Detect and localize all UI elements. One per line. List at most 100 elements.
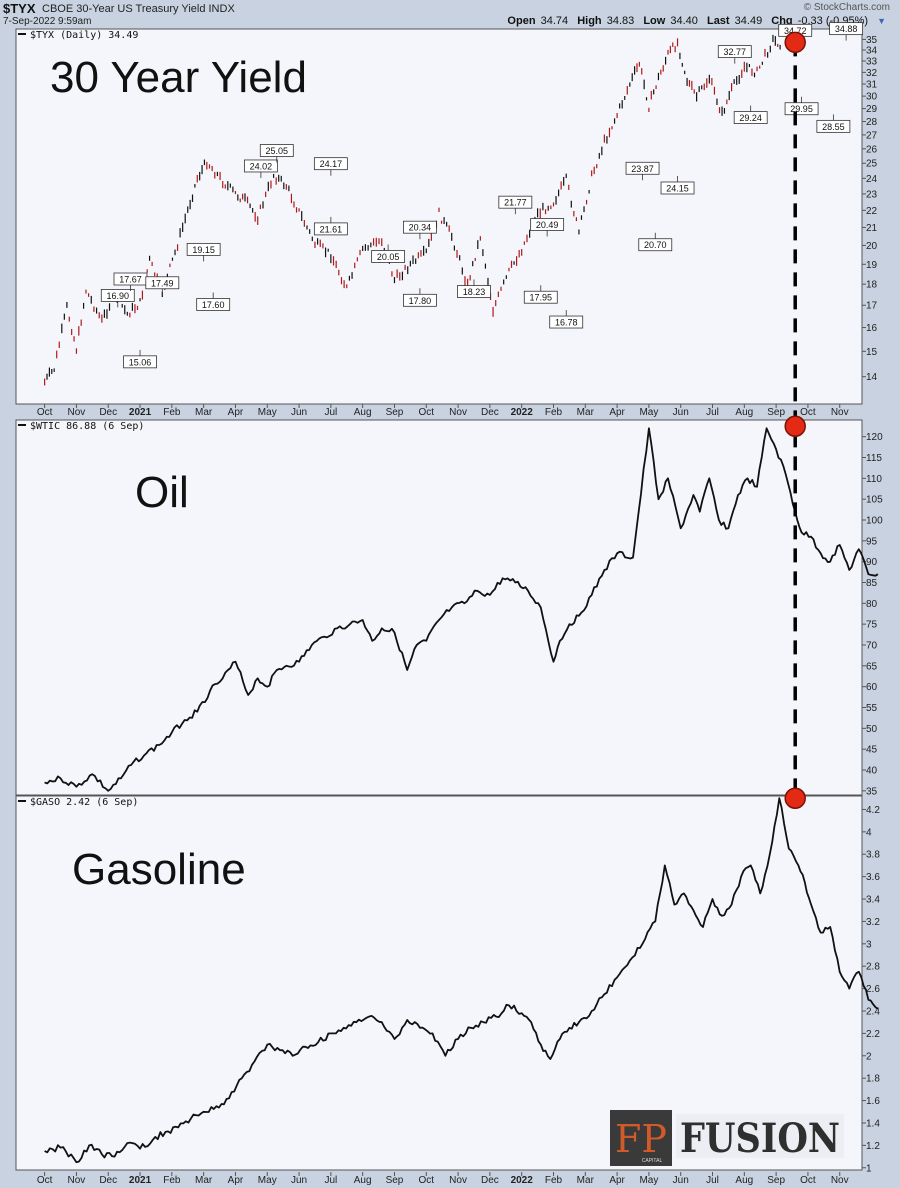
y-tick-label: 19: [866, 260, 878, 271]
y-tick-label: 4: [866, 827, 872, 838]
y-tick-label: 60: [866, 682, 878, 693]
oil-legend: $WTIC 86.88 (6 Sep): [30, 421, 144, 432]
y-tick-label: 40: [866, 766, 878, 777]
x-tick-label: Feb: [163, 407, 181, 418]
y-tick-label: 1.4: [866, 1118, 880, 1129]
y-tick-label: 50: [866, 724, 878, 735]
stockcharts-brand[interactable]: © StockCharts.com: [803, 2, 890, 13]
value-annotation: 19.15: [192, 245, 215, 255]
value-annotation: 24.17: [320, 159, 343, 169]
y-tick-label: 115: [866, 453, 882, 464]
y-tick-label: 65: [866, 661, 878, 672]
x-tick-label: Oct: [418, 407, 434, 418]
value-annotation: 20.49: [536, 220, 559, 230]
chart-date: 7-Sep-2022 9:59am: [3, 16, 92, 27]
yield-big-label: 30 Year Yield: [50, 53, 307, 102]
x-tick-label: Jun: [291, 1175, 307, 1186]
y-tick-label: 29: [866, 104, 878, 115]
value-annotation: 16.90: [107, 291, 130, 301]
x-tick-label: Oct: [418, 1175, 434, 1186]
x-tick-label: Nov: [449, 1175, 467, 1186]
x-tick-label: Oct: [37, 1175, 53, 1186]
ohlc-stats: Open 34.74 High 34.83 Low 34.40 Last 34.…: [507, 15, 886, 27]
y-tick-label: 1.8: [866, 1074, 880, 1085]
x-tick-label: Jul: [706, 407, 719, 418]
x-tick-label: Apr: [609, 407, 625, 418]
value-annotation: 21.61: [320, 224, 343, 234]
y-tick-label: 32: [866, 68, 878, 79]
value-annotation: 17.95: [530, 293, 553, 303]
value-annotation: 32.77: [724, 47, 747, 57]
y-tick-label: 2.4: [866, 1006, 880, 1017]
value-annotation: 34.72: [784, 26, 807, 36]
y-tick-label: 2.2: [866, 1029, 880, 1040]
y-tick-label: 25: [866, 159, 878, 170]
legend-swatch: [18, 800, 26, 802]
x-tick-label: May: [258, 1175, 277, 1186]
x-tick-label: Dec: [99, 407, 117, 418]
x-tick-label: Nov: [449, 407, 467, 418]
x-tick-label: Aug: [354, 1175, 372, 1186]
x-tick-label: Jun: [673, 1175, 689, 1186]
value-annotation: 18.23: [463, 287, 486, 297]
x-tick-label: May: [639, 1175, 658, 1186]
y-tick-label: 3.2: [866, 917, 880, 928]
y-tick-label: 110: [866, 474, 882, 485]
x-tick-label: Apr: [228, 407, 244, 418]
y-tick-label: 35: [866, 35, 878, 46]
y-tick-label: 80: [866, 599, 878, 610]
open-value: 34.74: [540, 15, 569, 27]
value-annotation: 25.05: [266, 146, 289, 156]
value-annotation: 17.60: [202, 300, 225, 310]
x-tick-label: Dec: [99, 1175, 117, 1186]
ticker-symbol: $TYX: [3, 1, 36, 16]
open-label: Open: [507, 15, 536, 27]
value-annotation: 34.88: [835, 24, 858, 34]
x-tick-label: Mar: [577, 1175, 595, 1186]
value-annotation: 17.49: [151, 278, 174, 288]
y-tick-label: 3.8: [866, 850, 880, 861]
value-annotation: 28.55: [822, 122, 845, 132]
x-tick-label: Nov: [68, 407, 86, 418]
y-tick-label: 85: [866, 578, 878, 589]
yield-legend: $TYX (Daily) 34.49: [30, 30, 138, 41]
y-tick-label: 16: [866, 323, 878, 334]
logo-mark: FP: [615, 1117, 667, 1161]
y-tick-label: 28: [866, 117, 878, 128]
y-tick-label: 30: [866, 92, 878, 103]
y-tick-label: 18: [866, 280, 878, 291]
x-tick-label: Feb: [163, 1175, 181, 1186]
x-tick-label: Nov: [831, 1175, 849, 1186]
x-axis-top: Oct Nov Dec 2021 Feb Mar Apr May Jun Jul Aug Sep Oct…: [37, 404, 849, 418]
value-annotation: 20.70: [644, 240, 667, 250]
y-tick-label: 2.6: [866, 984, 880, 995]
value-annotation: 17.67: [119, 275, 142, 285]
value-annotation: 15.06: [129, 357, 152, 367]
value-annotation: 23.87: [631, 164, 654, 174]
x-tick-label: Sep: [386, 407, 404, 418]
low-label: Low: [643, 15, 666, 27]
gasoline-panel: 1 1.2 1.4 1.6 1.8 2 2.2 2.4 2.6 2.8 3 3.2 3.4 3.6 3.8 4…: [15, 795, 880, 1174]
high-value: 34.83: [606, 15, 635, 27]
logo-capital-text: CAPITAL: [642, 1158, 663, 1164]
y-tick-label: 70: [866, 641, 878, 652]
peak-marker-gasoline: [784, 787, 806, 809]
y-tick-label: 31: [866, 80, 878, 91]
peak-marker-yield: [784, 31, 806, 54]
value-annotation: 21.77: [504, 198, 527, 208]
value-annotation: 20.34: [409, 223, 432, 233]
logo-mark-box: [610, 1110, 672, 1166]
y-tick-label: 23: [866, 189, 878, 200]
x-tick-label: Jul: [324, 1175, 337, 1186]
y-tick-label: 55: [866, 703, 878, 714]
x-tick-label: Oct: [800, 407, 816, 418]
y-tick-label: 4.2: [866, 805, 880, 816]
dropdown-arrow-icon[interactable]: ▼: [877, 16, 886, 26]
y-tick-label: 27: [866, 130, 878, 141]
x-tick-label: Jun: [673, 407, 689, 418]
y-tick-label: 45: [866, 745, 878, 756]
x-tick-label: Sep: [767, 407, 785, 418]
x-tick-label: Mar: [195, 407, 213, 418]
x-tick-label: Aug: [354, 407, 372, 418]
last-value: 34.49: [734, 15, 763, 27]
